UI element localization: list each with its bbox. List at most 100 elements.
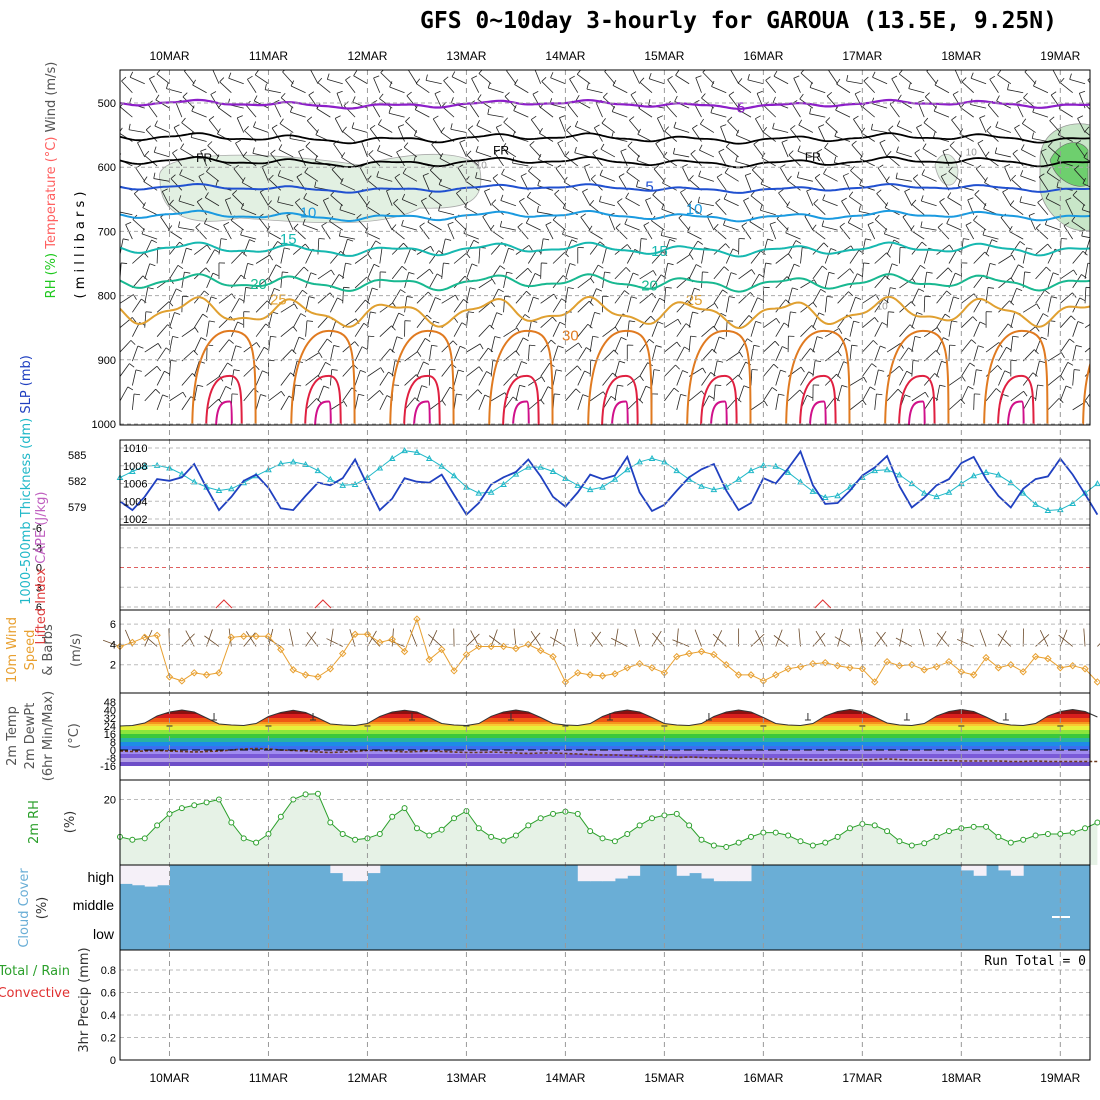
wind-barb [180, 148, 195, 158]
wind-barb [1003, 166, 1012, 182]
wind-barb [534, 70, 542, 84]
wind-barb [716, 176, 727, 191]
wind-barb-flag [379, 93, 384, 99]
wind-barb-flag [602, 92, 608, 98]
wind-barb [475, 177, 492, 182]
wind-barb-10m [614, 628, 619, 647]
date-label-top: 17MAR [842, 49, 882, 63]
wind-barb-flag [942, 148, 949, 152]
wind-barb-flag [242, 251, 247, 257]
wind-barb [1047, 146, 1061, 158]
wind-barb [946, 223, 962, 231]
wind-barb-flag [880, 345, 886, 349]
rh-point [945, 828, 952, 835]
date-label-bottom: 10MAR [149, 1071, 189, 1085]
wind-barb [466, 366, 480, 377]
wind-barb-10m [143, 634, 158, 647]
wind-barb [897, 125, 912, 133]
wind-barb-flag [106, 217, 109, 222]
wind-barb-flag [477, 389, 483, 395]
wind-barb-flag [192, 79, 197, 86]
wind-barb-flag [421, 197, 427, 202]
wind-barb-flag [697, 240, 704, 245]
wind-barb-flag [330, 269, 335, 276]
wind-barb [997, 74, 1012, 85]
wind-barb [886, 343, 901, 353]
wind-speed-marker [141, 633, 149, 642]
wind-barb [120, 211, 133, 216]
y-tick-label: 1000 [92, 419, 116, 431]
wind-barb [475, 151, 492, 158]
wind-barb-flag [398, 124, 405, 128]
wind-barb [144, 311, 147, 328]
wind-barb-flag [846, 75, 849, 82]
wind-barb [1010, 288, 1017, 304]
wind-barb-flag [951, 320, 958, 323]
wind-barb [676, 254, 691, 264]
wind-barb-flag [1019, 196, 1022, 203]
wind-barb [678, 217, 690, 231]
wind-barb-flag [280, 92, 286, 98]
wind-barb-flag [720, 312, 727, 317]
wind-barb [406, 95, 418, 109]
wind-barb [465, 180, 480, 191]
wind-barb-flag [522, 337, 529, 342]
wind-barb [1077, 118, 1086, 133]
cloud-high-gap [602, 865, 616, 882]
wind-barb-flag [780, 369, 787, 373]
cape-ylabel-part: Lifted Index [34, 568, 49, 645]
wind-barb [985, 239, 993, 255]
wind-barb-flag [341, 152, 346, 158]
wind-barb [812, 242, 825, 255]
wind-barb-flag [618, 173, 625, 177]
wind-barb [750, 250, 762, 264]
wind-barb-flag [747, 338, 753, 343]
wind-barb-flag [425, 74, 428, 81]
wind-barb [939, 201, 950, 215]
date-label-bottom: 18MAR [941, 1071, 981, 1085]
wind-barb [515, 267, 529, 280]
wind-barb-flag [1050, 91, 1057, 96]
wind-barb [818, 126, 826, 142]
wind-barb [936, 313, 946, 328]
wind-barb [292, 337, 300, 353]
wind-barb-flag [987, 287, 995, 289]
wind-barb [854, 93, 863, 109]
wind-barb-10m [1058, 634, 1073, 647]
wind-barb-10m [102, 639, 121, 647]
wind-barb [1032, 111, 1049, 118]
isotherm-40 [512, 400, 530, 425]
wind-barb-flag [674, 95, 678, 102]
date-label-bottom: 16MAR [743, 1071, 783, 1085]
wind-barb [144, 155, 158, 167]
wind-barb [457, 167, 467, 182]
wind-barb [1086, 105, 1090, 111]
wind-barb-flag [178, 195, 182, 202]
wind-barb [195, 227, 207, 240]
wind-barb-flag [373, 263, 380, 268]
wind-barb-flag [720, 124, 727, 127]
wind-barb-flag [400, 289, 406, 294]
wind-barb [567, 104, 579, 118]
wind-barb-flag [1074, 369, 1081, 371]
wind-barb-10m [979, 629, 987, 647]
wind-barb-flag [401, 219, 404, 226]
panel-thickness_slp [120, 440, 1090, 525]
wind-barb-10m [919, 628, 925, 647]
wind-barb [974, 194, 987, 207]
wind-barb [329, 321, 336, 337]
isotherm-40 [710, 400, 728, 425]
wind-barb-flag [527, 267, 532, 274]
wind-barb-flag [747, 73, 750, 80]
wind-barb [169, 241, 180, 255]
wind-barb [673, 153, 690, 158]
wind-barb-flag [714, 303, 719, 309]
wind-barb [181, 272, 185, 288]
wind-barb [1063, 225, 1074, 240]
wind-barb [725, 272, 732, 289]
wind-barb-flag [212, 272, 219, 277]
wind-barb [453, 346, 461, 362]
wind-barb [361, 141, 368, 158]
wind-barb-flag [743, 385, 750, 389]
wind-barb-flag [773, 363, 779, 369]
